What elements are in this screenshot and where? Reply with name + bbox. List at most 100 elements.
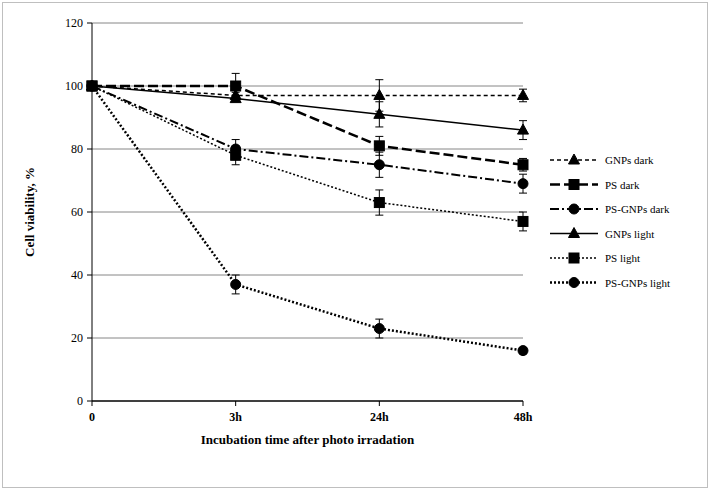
error-cap <box>375 126 383 127</box>
error-bar <box>375 152 383 177</box>
error-cap <box>375 152 383 153</box>
point <box>518 216 528 226</box>
error-bar <box>519 212 527 231</box>
point <box>87 81 97 91</box>
series-line <box>92 86 523 165</box>
point <box>374 198 384 208</box>
grid-line <box>92 275 523 276</box>
error-cap <box>519 193 527 194</box>
error-bar <box>375 190 383 215</box>
chart-frame <box>3 3 708 488</box>
x-tick-label: 24h <box>370 410 389 424</box>
error-cap <box>519 139 527 140</box>
error-cap <box>519 212 527 213</box>
grid-line <box>92 401 523 402</box>
grid-line <box>92 149 523 150</box>
error-cap <box>375 338 383 339</box>
series <box>87 81 528 193</box>
point <box>374 324 384 334</box>
y-tick <box>87 275 92 276</box>
grid-line <box>92 212 523 213</box>
legend-label: GNPs dark <box>605 154 654 166</box>
y-tick-label: 20 <box>71 331 83 345</box>
grid-line <box>92 23 523 24</box>
y-tick <box>87 23 92 24</box>
plot-area <box>87 73 529 355</box>
point <box>518 124 529 134</box>
error-cap <box>375 215 383 216</box>
series-line <box>92 86 523 221</box>
point <box>87 81 97 91</box>
series <box>87 80 529 140</box>
x-tick <box>235 401 236 406</box>
point <box>374 141 384 151</box>
y-tick-label: 80 <box>71 142 83 156</box>
legend-marker <box>569 154 580 164</box>
error-bar <box>519 174 527 193</box>
x-tick <box>523 401 524 406</box>
point <box>231 279 241 289</box>
point <box>231 150 241 160</box>
legend-label: PS-GNPs light <box>605 277 670 289</box>
series-line <box>92 86 523 351</box>
error-cap <box>232 275 240 276</box>
error-bar <box>375 136 383 155</box>
point <box>374 89 385 99</box>
error-cap <box>232 164 240 165</box>
error-cap <box>519 158 527 159</box>
y-tick-label: 100 <box>65 79 83 93</box>
error-cap <box>375 319 383 320</box>
x-tick <box>92 401 93 406</box>
error-cap <box>375 136 383 137</box>
point <box>374 108 385 118</box>
error-bar <box>232 275 240 294</box>
error-cap <box>232 293 240 294</box>
error-cap <box>232 73 240 74</box>
legend-marker <box>569 204 579 214</box>
y-tick-label: 120 <box>65 16 83 30</box>
error-bar <box>519 158 527 171</box>
error-cap <box>519 174 527 175</box>
grid-line <box>92 338 523 339</box>
y-tick <box>87 338 92 339</box>
legend-label: PS-GNPs dark <box>605 203 670 215</box>
point <box>518 346 528 356</box>
legend-label: PS light <box>605 252 640 264</box>
x-tick <box>379 401 380 406</box>
y-tick <box>87 149 92 150</box>
legend: GNPs darkPS darkPS-GNPs darkGNPs lightPS… <box>550 154 670 289</box>
point <box>87 81 97 91</box>
y-tick <box>87 212 92 213</box>
error-bar <box>232 146 240 165</box>
series <box>87 81 528 231</box>
error-cap <box>519 120 527 121</box>
error-cap <box>375 189 383 190</box>
y-tick-label: 0 <box>77 394 83 408</box>
error-cap <box>375 177 383 178</box>
x-tick-label: 3h <box>229 410 242 424</box>
x-tick-label: 0 <box>89 410 95 424</box>
legend-marker <box>569 180 579 190</box>
point <box>374 160 384 170</box>
legend-marker <box>569 253 579 263</box>
y-tick-label: 60 <box>71 205 83 219</box>
point <box>518 160 528 170</box>
y-tick-label: 40 <box>71 268 83 282</box>
point <box>87 80 98 90</box>
x-axis <box>92 401 523 402</box>
series-line <box>92 86 523 184</box>
point <box>87 80 98 90</box>
legend-marker <box>569 278 579 288</box>
error-cap <box>519 101 527 102</box>
error-cap <box>232 145 240 146</box>
series-line <box>92 86 523 130</box>
error-cap <box>232 139 240 140</box>
point <box>87 81 97 91</box>
error-cap <box>519 230 527 231</box>
error-cap <box>375 101 383 102</box>
series-line <box>92 86 523 95</box>
error-cap <box>519 171 527 172</box>
y-axis-title: Cell viability, % <box>22 167 37 257</box>
y-tick <box>87 401 92 402</box>
error-bar <box>375 319 383 338</box>
